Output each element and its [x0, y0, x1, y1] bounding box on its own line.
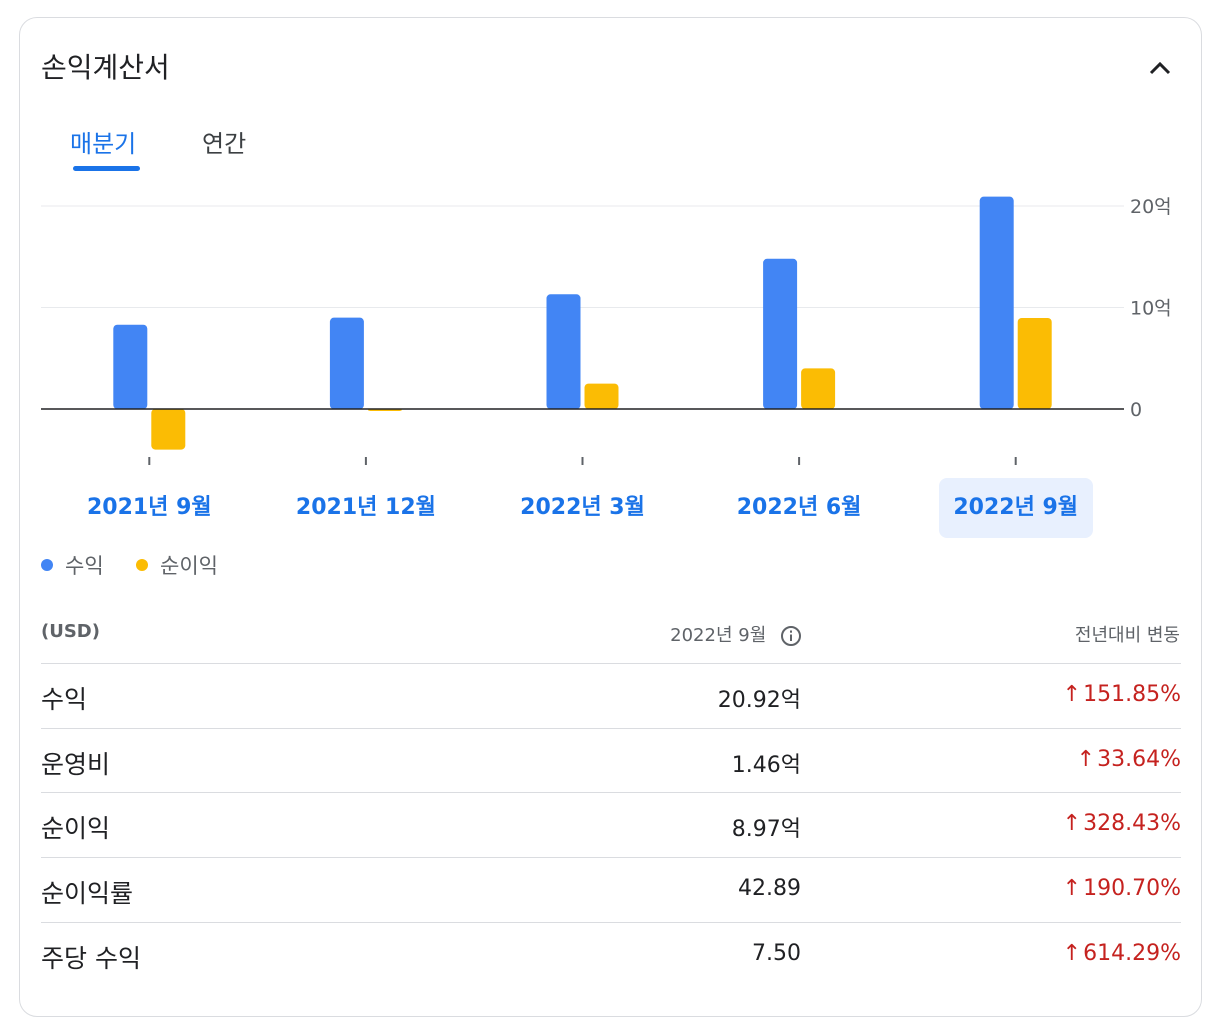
period-header: 2022년 9월	[670, 621, 802, 647]
row-change: ↑190.70%	[1063, 876, 1181, 901]
collapse-button[interactable]	[1142, 52, 1178, 84]
row-label: 수익	[41, 685, 88, 714]
bar-revenue	[763, 258, 798, 409]
bar-net-income	[151, 409, 186, 450]
bar-revenue	[546, 294, 581, 409]
row-value: 42.89	[738, 876, 801, 902]
x-axis-label[interactable]: 2022년 3월	[520, 495, 645, 520]
x-axis-label[interactable]: 2021년 12월	[295, 495, 436, 520]
row-label: 순이익	[41, 814, 111, 844]
row-label: 주당 수익	[41, 943, 141, 973]
row-value: 20.92억	[717, 688, 801, 713]
unit-header: (USD)	[41, 621, 100, 642]
arrow-up-icon: ↑	[1062, 811, 1082, 837]
table-row: 수익 20.92억 ↑151.85%	[41, 663, 1181, 728]
arrow-up-icon: ↑	[1062, 682, 1082, 707]
bar-revenue	[329, 317, 364, 409]
row-change-value: 614.29%	[1083, 940, 1181, 966]
arrow-up-icon: ↑	[1062, 876, 1082, 902]
y-tick-label: 10억	[1130, 298, 1172, 320]
table-row: 운영비 1.46억 ↑33.64%	[41, 727, 1181, 793]
y-tick-label: 20억	[1130, 196, 1172, 218]
period-header-label: 2022년 9월	[670, 625, 767, 646]
row-value: 7.50	[752, 940, 801, 966]
row-value: 8.97억	[731, 817, 801, 843]
legend-label-net-income: 순이익	[160, 554, 218, 578]
yoy-change-header: 전년대비 변동	[1074, 625, 1180, 646]
arrow-up-icon: ↑	[1076, 746, 1096, 772]
row-change: ↑151.85%	[1063, 682, 1181, 707]
legend-item-net-income: 순이익	[136, 550, 218, 580]
table-row: 순이익 8.97억 ↑328.43%	[41, 792, 1181, 857]
row-change: ↑328.43%	[1063, 811, 1181, 836]
legend-item-revenue: 수익	[41, 550, 104, 580]
table-row: 순이익률 42.89 ↑190.70%	[41, 857, 1181, 922]
x-axis-label[interactable]: 2022년 9월	[938, 478, 1093, 538]
bar-revenue	[113, 324, 148, 409]
row-change-value: 328.43%	[1083, 811, 1181, 837]
row-label: 운영비	[41, 749, 111, 779]
y-tick-label: 0	[1130, 399, 1142, 421]
legend-label-revenue: 수익	[65, 554, 104, 578]
active-tab-indicator	[73, 166, 140, 171]
row-change: ↑33.64%	[1077, 747, 1181, 772]
arrow-up-icon: ↑	[1062, 940, 1082, 966]
chevron-up-icon	[1149, 61, 1171, 75]
bar-net-income	[801, 368, 836, 409]
row-change-value: 151.85%	[1083, 682, 1181, 707]
info-icon[interactable]	[780, 625, 802, 647]
bar-net-income	[1017, 317, 1052, 409]
bar-chart: 20억 10억 0	[41, 196, 1172, 465]
x-axis-label[interactable]: 2021년 9월	[86, 495, 212, 520]
legend-dot-revenue	[41, 559, 53, 571]
row-value: 1.46억	[731, 752, 801, 778]
tab-quarterly[interactable]: 매분기	[70, 130, 137, 158]
x-axis-label[interactable]: 2022년 6월	[736, 495, 862, 520]
bar-net-income	[584, 383, 619, 409]
legend-dot-net-income	[136, 559, 148, 571]
tab-annual[interactable]: 연간	[202, 130, 247, 158]
row-change-value: 190.70%	[1083, 876, 1181, 902]
row-change: ↑614.29%	[1063, 941, 1181, 966]
card-title: 손익계산서	[41, 51, 170, 84]
table-row: 주당 수익 7.50 ↑614.29%	[41, 921, 1181, 987]
row-label: 순이익률	[41, 879, 134, 909]
bar-revenue	[979, 196, 1014, 409]
row-change-value: 33.64%	[1097, 746, 1181, 772]
